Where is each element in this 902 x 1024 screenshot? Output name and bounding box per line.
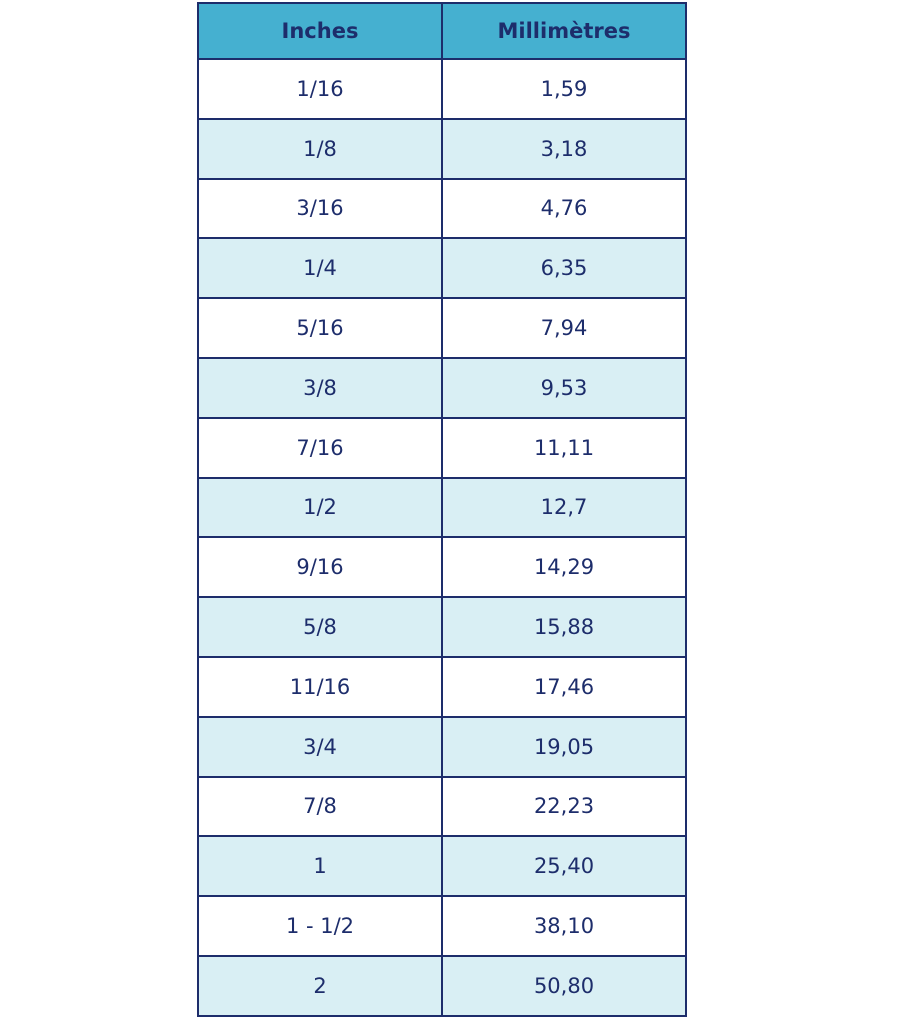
millimetres-cell: 1,59 — [441, 58, 687, 120]
inches-cell: 1/16 — [197, 58, 443, 120]
table-row: 2 50,80 — [197, 954, 687, 1017]
table-row: 3/16 4,76 — [197, 177, 687, 240]
table-row: 3/8 9,53 — [197, 356, 687, 419]
table-row: 3/4 19,05 — [197, 715, 687, 778]
inches-cell: 7/8 — [197, 775, 443, 838]
inches-cell: 1 — [197, 835, 443, 898]
inches-cell: 11/16 — [197, 655, 443, 718]
millimetres-cell: 50,80 — [441, 954, 687, 1017]
table-body: 1/16 1,59 1/8 3,18 3/16 4,76 1/4 6,35 5/16 7,94 3/… — [197, 58, 687, 1017]
millimetres-cell: 6,35 — [441, 237, 687, 300]
table-row: 7/16 11,11 — [197, 416, 687, 479]
inches-cell: 3/4 — [197, 715, 443, 778]
inches-cell: 1/4 — [197, 237, 443, 300]
millimetres-cell: 9,53 — [441, 356, 687, 419]
inches-cell: 1 - 1/2 — [197, 895, 443, 957]
table-row: 5/16 7,94 — [197, 297, 687, 359]
table-row: 5/8 15,88 — [197, 596, 687, 658]
table-row: 1 - 1/2 38,10 — [197, 895, 687, 957]
millimetres-cell: 25,40 — [441, 835, 687, 898]
inches-cell: 1/2 — [197, 476, 443, 539]
table-row: 7/8 22,23 — [197, 775, 687, 838]
table-row: 11/16 17,46 — [197, 655, 687, 718]
table-row: 1/16 1,59 — [197, 58, 687, 120]
millimetres-cell: 4,76 — [441, 177, 687, 240]
table-row: 1/2 12,7 — [197, 476, 687, 539]
table-row: 1/4 6,35 — [197, 237, 687, 300]
millimetres-cell: 7,94 — [441, 297, 687, 359]
inches-cell: 1/8 — [197, 117, 443, 180]
millimetres-cell: 19,05 — [441, 715, 687, 778]
table-header: Inches Millimètres — [197, 2, 687, 60]
table-row: 9/16 14,29 — [197, 536, 687, 599]
millimetres-cell: 12,7 — [441, 476, 687, 539]
millimetres-cell: 15,88 — [441, 596, 687, 658]
millimetres-cell: 38,10 — [441, 895, 687, 957]
inches-cell: 2 — [197, 954, 443, 1017]
conversion-table: Inches Millimètres 1/16 1,59 1/8 3,18 3/16 4,7… — [197, 2, 687, 1017]
inches-cell: 5/8 — [197, 596, 443, 658]
table-row: 1/8 3,18 — [197, 117, 687, 180]
inches-cell: 3/8 — [197, 356, 443, 419]
millimetres-cell: 14,29 — [441, 536, 687, 599]
inches-cell: 7/16 — [197, 416, 443, 479]
column-header: Millimètres — [441, 2, 687, 60]
column-header: Inches — [197, 2, 443, 60]
millimetres-cell: 22,23 — [441, 775, 687, 838]
table-row: 1 25,40 — [197, 835, 687, 898]
header-row: Inches Millimètres — [197, 2, 687, 60]
inches-cell: 3/16 — [197, 177, 443, 240]
millimetres-cell: 17,46 — [441, 655, 687, 718]
millimetres-cell: 11,11 — [441, 416, 687, 479]
inches-cell: 9/16 — [197, 536, 443, 599]
millimetres-cell: 3,18 — [441, 117, 687, 180]
inches-cell: 5/16 — [197, 297, 443, 359]
